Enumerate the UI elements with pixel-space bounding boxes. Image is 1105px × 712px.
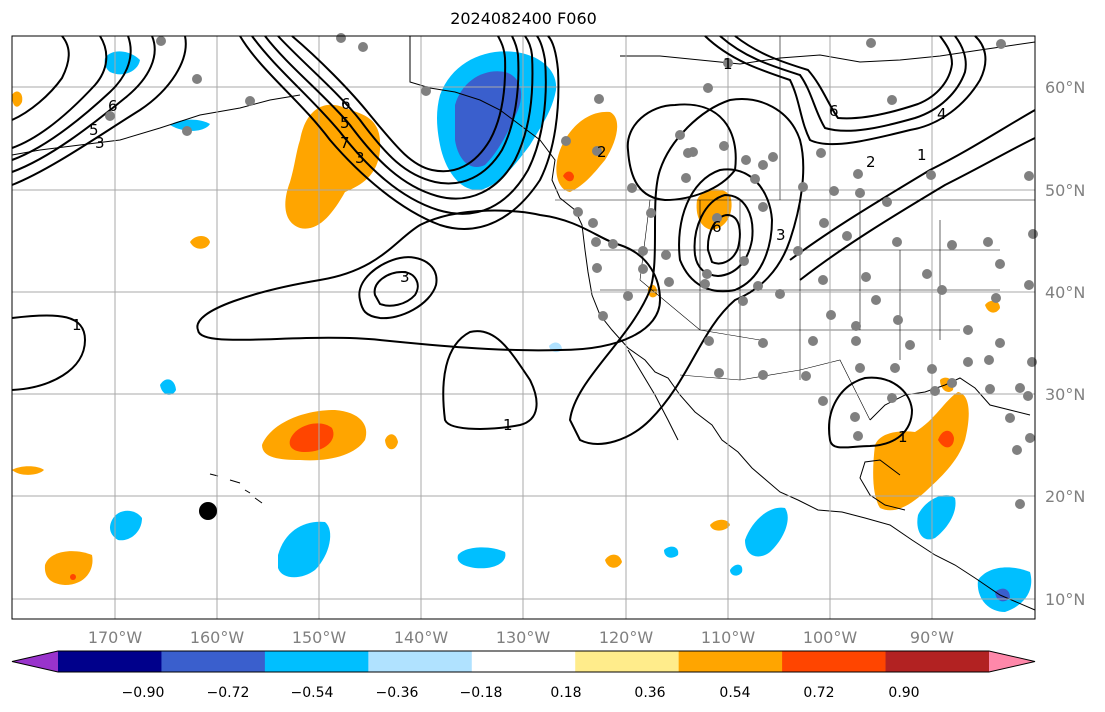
colorbar-extend-min — [12, 651, 58, 672]
colorbar-tick-label: 0.18 — [550, 685, 581, 701]
lon-label: 90°W — [910, 628, 954, 647]
political-borders — [555, 36, 1035, 421]
colorbar-segment — [264, 651, 369, 672]
contour-label: 3 — [400, 268, 410, 286]
lon-label: 150°W — [292, 628, 347, 647]
contour-label: 6 — [341, 95, 351, 113]
lat-label: 10°N — [1045, 590, 1085, 609]
station-dots — [105, 33, 1038, 509]
colorbar-outline — [11, 650, 1036, 673]
colorbar-segment — [885, 651, 990, 672]
contour-label: 2 — [597, 143, 607, 161]
colorbar-extend-max — [989, 651, 1035, 672]
positive-anomaly-bc — [556, 111, 618, 192]
contour-label: 1 — [72, 316, 82, 334]
colorbar-tick-label: −0.18 — [460, 685, 503, 701]
colorbar-tick-label: 0.72 — [803, 685, 834, 701]
colorbar-segment — [678, 651, 783, 672]
contour-lines — [11, 35, 1036, 449]
anomaly-fills — [12, 51, 1032, 612]
colorbar-labels: −0.90 −0.72 −0.54 −0.36 −0.18 0.18 0.36 … — [122, 685, 920, 701]
colorbar-segment — [782, 651, 887, 672]
contour-label: 6 — [829, 102, 839, 120]
colorbar-tick-label: −0.90 — [122, 685, 165, 701]
colorbar-tick-label: −0.54 — [291, 685, 334, 701]
contour-label: 1 — [723, 55, 733, 73]
contour-label: 1 — [503, 416, 513, 434]
contour-labels: 6 5 3 6 5 7 3 3 1 1 1 6 2 1 4 2 3 6 1 — [72, 55, 947, 446]
contour-label: 5 — [89, 121, 99, 139]
contour-label: 6 — [712, 218, 722, 236]
lat-label: 20°N — [1045, 487, 1085, 506]
colorbar-tick-label: −0.36 — [376, 685, 419, 701]
colorbar-tick-label: 0.90 — [888, 685, 919, 701]
contour-label: 1 — [917, 146, 927, 164]
positive-anomaly-npac — [285, 104, 381, 229]
colorbar-tick-label: −0.72 — [207, 685, 250, 701]
lat-label: 50°N — [1045, 181, 1085, 200]
lon-label: 100°W — [803, 628, 858, 647]
colorbar-segment — [575, 651, 680, 672]
lat-label: 60°N — [1045, 78, 1085, 97]
reference-marker — [199, 502, 217, 520]
contour-label: 2 — [866, 153, 876, 171]
contour-label: 3 — [355, 149, 365, 167]
colorbar-segment — [471, 651, 576, 672]
lat-label: 30°N — [1045, 385, 1085, 404]
contour-label: 3 — [95, 134, 105, 152]
lat-label: 40°N — [1045, 283, 1085, 302]
colorbar-segment — [368, 651, 473, 672]
longitude-labels: 170°W 160°W 150°W 140°W 130°W 120°W 110°… — [88, 628, 954, 647]
colorbar-segment — [161, 651, 266, 672]
lon-label: 110°W — [701, 628, 756, 647]
colorbar-tick-label: 0.54 — [719, 685, 750, 701]
contour-label: 1 — [898, 428, 908, 446]
lon-label: 160°W — [190, 628, 245, 647]
lon-label: 170°W — [88, 628, 143, 647]
latitude-labels: 60°N 50°N 40°N 30°N 20°N 10°N — [1045, 78, 1085, 609]
lon-label: 120°W — [599, 628, 654, 647]
map-frame — [11, 35, 1036, 620]
colorbar-segment — [58, 651, 162, 672]
colorbar-tick-label: 0.36 — [634, 685, 665, 701]
colorbar — [11, 650, 1036, 673]
positive-anomaly-gulf — [873, 392, 969, 511]
map-title: 2024082400 F060 — [450, 9, 597, 28]
gridlines — [12, 36, 1035, 619]
lon-label: 140°W — [394, 628, 449, 647]
contour-label: 5 — [340, 114, 350, 132]
contour-label: 7 — [340, 134, 350, 152]
lon-label: 130°W — [496, 628, 551, 647]
contour-label: 6 — [108, 97, 118, 115]
contour-label: 4 — [937, 105, 947, 123]
contour-label: 3 — [776, 226, 786, 244]
